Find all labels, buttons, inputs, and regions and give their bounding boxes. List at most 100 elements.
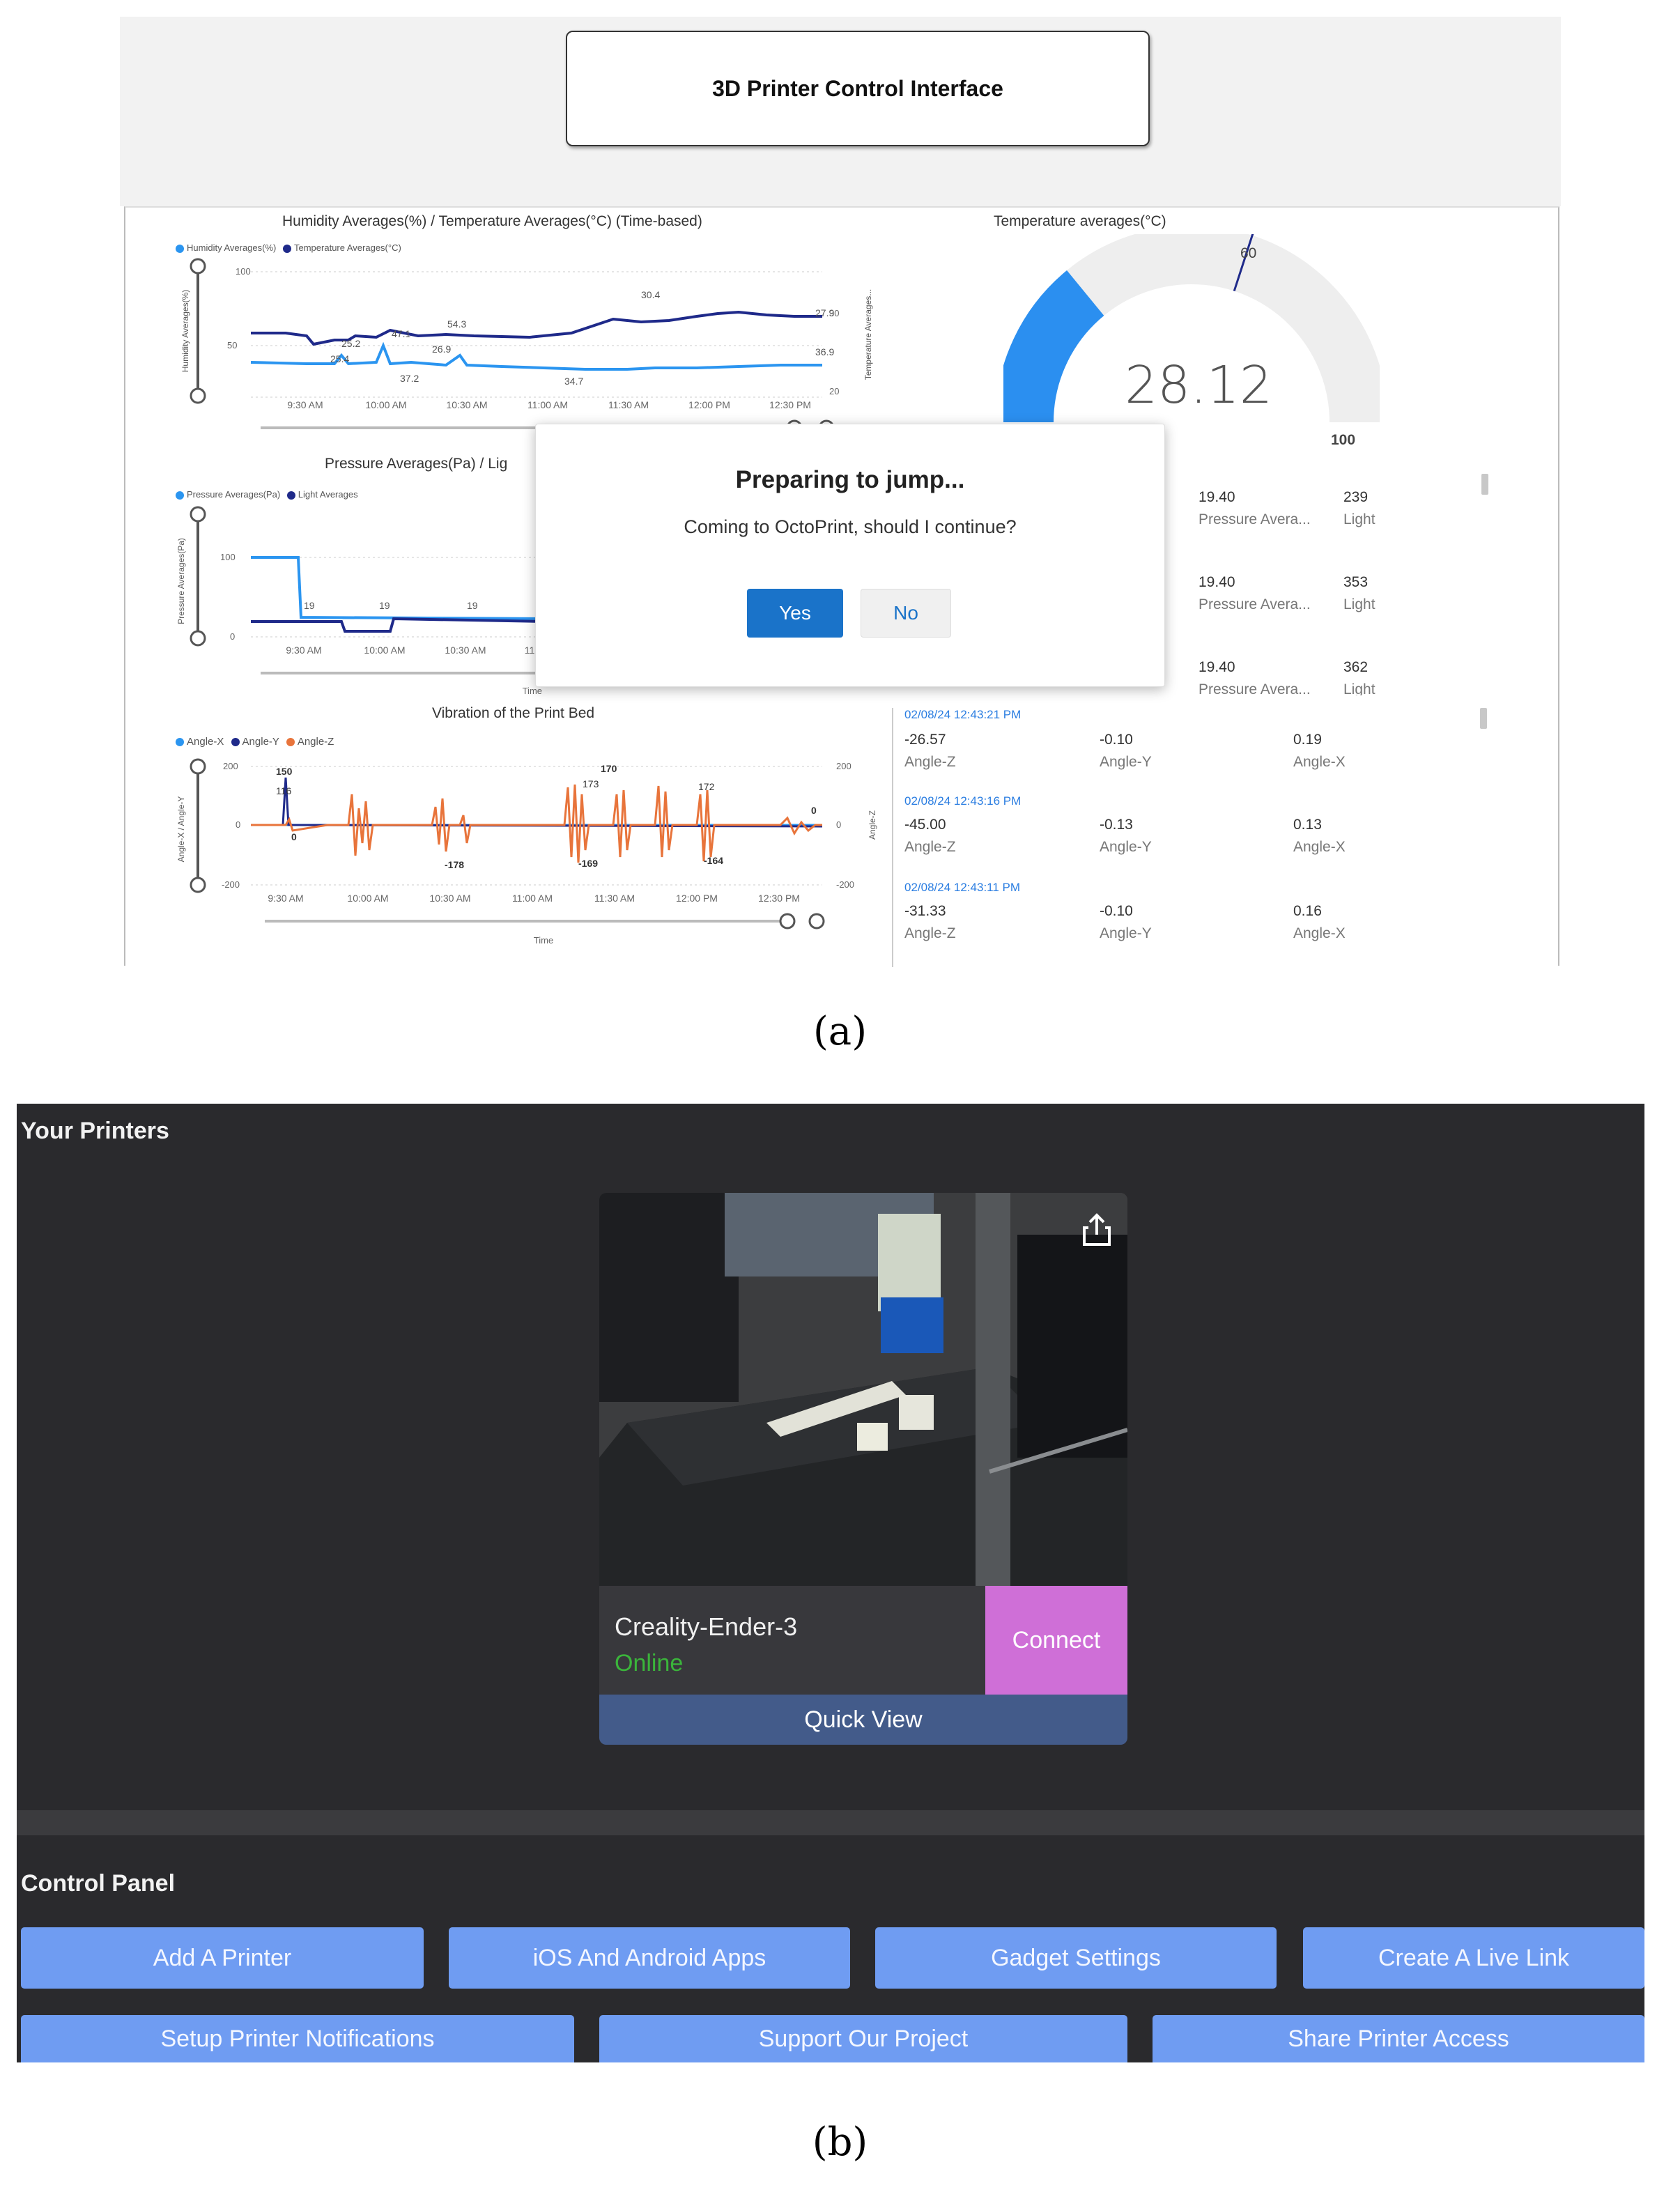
angle-value: 0.13	[1293, 817, 1322, 833]
angle-value: -0.10	[1100, 903, 1133, 919]
timestamp: 02/08/24 12:43:11 PM	[904, 881, 1021, 894]
yes-button[interactable]: Yes	[747, 589, 843, 638]
share-printer-access-button[interactable]: Share Printer Access	[1153, 2015, 1644, 2062]
support-project-button[interactable]: Support Our Project	[599, 2015, 1127, 2062]
y-tick: 200	[223, 761, 238, 771]
y-tick: 50	[227, 340, 237, 350]
y-left-label: Humidity Averages(%)	[180, 290, 190, 373]
angle-label: Angle-Z	[904, 754, 956, 770]
angle-label: Angle-X	[1293, 754, 1346, 770]
data-label: -164	[704, 855, 723, 866]
angle-value: -0.10	[1100, 732, 1133, 748]
gadget-settings-button[interactable]: Gadget Settings	[875, 1927, 1277, 1989]
range-slider-vertical[interactable]	[190, 506, 206, 647]
humidity-chart-title: Humidity Averages(%) / Temperature Avera…	[282, 213, 702, 229]
add-printer-button[interactable]: Add A Printer	[21, 1927, 424, 1989]
y-right-label: Angle-Z	[868, 810, 877, 840]
scrollbar-thumb[interactable]	[1481, 474, 1488, 495]
angle-value: 0.19	[1293, 732, 1322, 748]
x-tick: 11	[525, 645, 535, 656]
gauge-title: Temperature averages(°C)	[994, 213, 1166, 229]
webcam-snapshot[interactable]	[599, 1193, 1127, 1586]
data-label: 25.2	[341, 338, 360, 349]
y-right-label: Temperature Averages...	[863, 289, 873, 380]
data-label: 30.4	[641, 289, 660, 300]
data-label: 173	[583, 778, 599, 789]
angle-value: 0.16	[1293, 903, 1322, 919]
x-axis-label: Time	[523, 686, 542, 696]
angle-value: -31.33	[904, 903, 946, 919]
data-label: -178	[445, 859, 464, 870]
sensor-label: Pressure Avera...	[1199, 511, 1311, 527]
scrollbar-thumb[interactable]	[1480, 708, 1487, 729]
ios-android-apps-button[interactable]: iOS And Android Apps	[449, 1927, 850, 1989]
x-tick: 12:30 PM	[758, 893, 800, 904]
data-label: 27.9	[815, 307, 834, 318]
y-tick: 100	[220, 552, 236, 562]
x-tick: 10:30 AM	[446, 399, 487, 410]
dialog-title: Preparing to jump...	[735, 466, 965, 493]
data-label: 34.7	[564, 376, 583, 387]
light-series-line	[251, 617, 544, 633]
vibration-chart: Angle-X / Angle-Y 200 0 -200 150 116 0 1…	[176, 758, 877, 946]
pressure-series-line	[251, 556, 544, 620]
legend-light: Light Averages	[298, 489, 358, 500]
pressure-chart-legend: Pressure Averages(Pa) Light Averages	[176, 489, 358, 500]
x-tick: 10:00 AM	[365, 399, 406, 410]
data-label: 19	[304, 600, 315, 611]
data-label: 116	[276, 785, 292, 796]
angle-label: Angle-Y	[1100, 754, 1152, 770]
data-label: 0	[811, 805, 817, 816]
share-icon[interactable]	[1076, 1210, 1118, 1251]
quick-view-button[interactable]: Quick View	[599, 1695, 1127, 1745]
range-slider-horizontal[interactable]	[265, 913, 825, 930]
data-label: 26.9	[432, 344, 451, 355]
data-label: 0	[291, 831, 297, 842]
x-tick: 11:00 AM	[527, 399, 568, 410]
printer-card: Creality-Ender-3 Online Connect Quick Vi…	[599, 1193, 1127, 1745]
dialog-message: Coming to OctoPrint, should I continue?	[684, 516, 1017, 537]
printer-status: Online	[615, 1650, 684, 1676]
gauge-value: 28.12	[1125, 355, 1272, 415]
x-tick: 11:00 AM	[512, 893, 553, 904]
no-button[interactable]: No	[861, 589, 951, 638]
x-axis-label: Time	[534, 935, 553, 946]
legend-temperature: Temperature Averages(°C)	[294, 242, 401, 253]
printer-name: Creality-Ender-3	[615, 1612, 798, 1641]
y-label: Pressure Averages(Pa)	[176, 538, 186, 624]
angle-label: Angle-X	[1293, 925, 1346, 941]
data-label: -169	[578, 858, 598, 869]
angle-label: Angle-Y	[1100, 839, 1152, 855]
angle-label: Angle-Z	[904, 839, 956, 855]
legend-humidity: Humidity Averages(%)	[187, 242, 277, 253]
angle-label: Angle-Z	[904, 925, 956, 941]
range-slider-vertical[interactable]	[190, 758, 206, 893]
x-tick: 10:30 AM	[445, 645, 486, 656]
temperature-legend-dot	[283, 244, 291, 253]
section-divider	[17, 1810, 1644, 1835]
humidity-temperature-chart: Humidity Averages(%) 100 50 25.2 47.1 54…	[180, 258, 873, 436]
create-live-link-button[interactable]: Create A Live Link	[1303, 1927, 1644, 1989]
printer-info	[599, 1586, 985, 1695]
humidity-legend-dot	[176, 244, 184, 253]
angle-y-series-line	[251, 777, 823, 828]
legend-pressure: Pressure Averages(Pa)	[187, 489, 281, 500]
x-tick: 11:30 AM	[594, 893, 635, 904]
gauge-max-label: 100	[1331, 432, 1356, 448]
data-label: 19	[467, 600, 478, 611]
data-label: 47.1	[392, 328, 410, 339]
angle-value: -45.00	[904, 817, 946, 833]
angle-value: -26.57	[904, 732, 946, 748]
x-tick: 12:30 PM	[769, 399, 811, 410]
sensor-label: Pressure Avera...	[1199, 596, 1311, 612]
range-slider-vertical[interactable]	[190, 258, 206, 404]
angle-card-table: 02/08/24 12:43:21 PM -26.57 Angle-Z -0.1…	[892, 708, 1550, 967]
y-right-tick: 30	[829, 308, 839, 318]
connect-button[interactable]: Connect	[985, 1586, 1127, 1695]
legend-angle-z: Angle-Z	[297, 736, 334, 748]
your-printers-heading: Your Printers	[21, 1118, 169, 1144]
data-label: 36.9	[815, 346, 834, 357]
pressure-chart-title: Pressure Averages(Pa) / Lig	[325, 456, 508, 472]
y-tick: 100	[236, 266, 251, 277]
setup-notifications-button[interactable]: Setup Printer Notifications	[21, 2015, 574, 2062]
